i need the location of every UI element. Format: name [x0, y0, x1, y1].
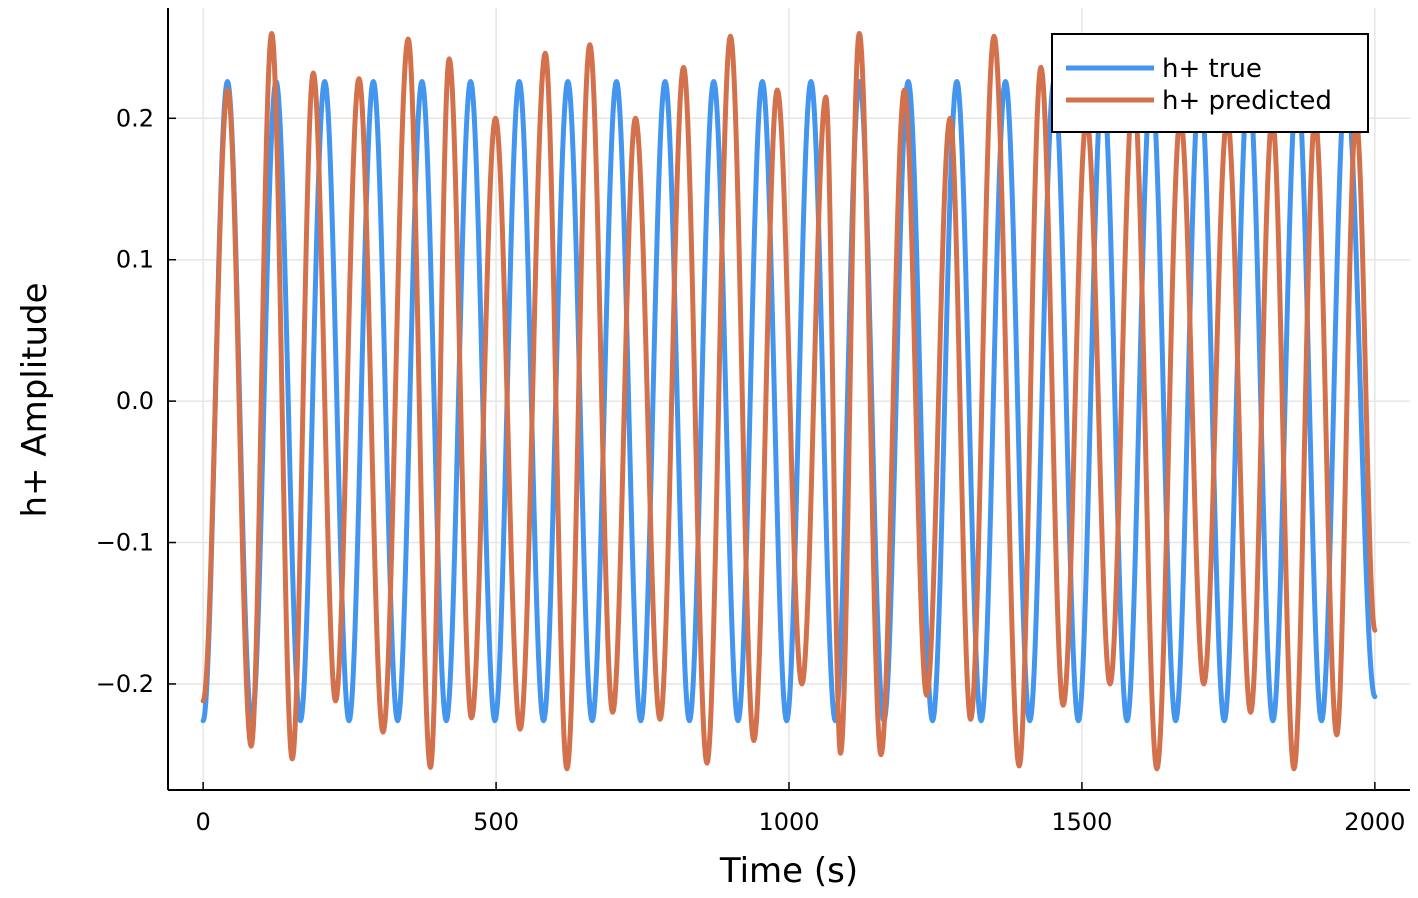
series-line-1 — [200, 30, 1378, 772]
y-tick-label: −0.2 — [96, 670, 154, 698]
x-axis-ticks: 0 500 1000 1500 2000 — [196, 782, 1405, 836]
legend-box — [1051, 33, 1369, 133]
x-tick-label: 1000 — [758, 808, 819, 836]
legend-label-h-true: h+ true — [1162, 54, 1262, 84]
series-line-0 — [200, 79, 1378, 724]
y-tick-label: 0.0 — [116, 387, 154, 415]
legend-label-h-predicted: h+ predicted — [1162, 86, 1332, 116]
y-axis-ticks: −0.2 −0.1 0.0 0.1 0.2 — [96, 104, 176, 698]
x-tick-label: 0 — [196, 808, 211, 836]
x-axis-title: Time (s) — [719, 851, 858, 891]
x-tick-label: 500 — [473, 808, 519, 836]
y-tick-label: 0.2 — [116, 104, 154, 132]
x-tick-label: 1500 — [1051, 808, 1112, 836]
y-tick-label: 0.1 — [116, 246, 154, 274]
series-lines — [200, 30, 1378, 772]
y-tick-label: −0.1 — [96, 529, 154, 557]
legend: h+ true h+ predicted — [1051, 33, 1369, 133]
x-tick-label: 2000 — [1344, 808, 1405, 836]
y-axis-title: h+ Amplitude — [15, 282, 55, 517]
